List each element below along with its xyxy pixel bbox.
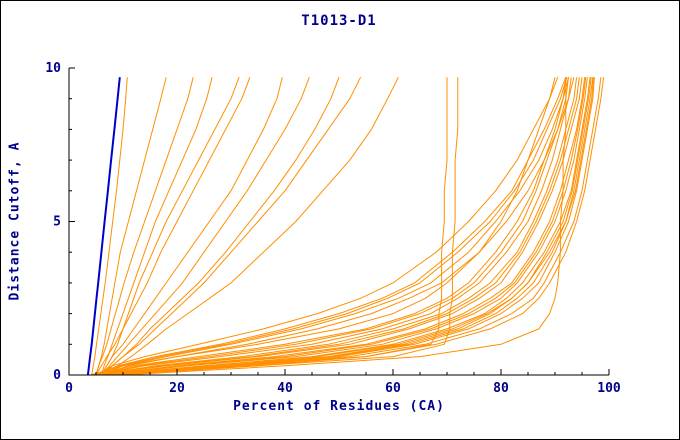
x-tick-label: 60 [385, 381, 401, 396]
series-model-18 [90, 77, 556, 376]
series-model-23 [101, 77, 580, 376]
y-tick-label: 10 [45, 61, 61, 76]
x-tick-label: 20 [169, 381, 185, 396]
series-model-15 [95, 77, 568, 376]
series-model-07 [95, 77, 251, 376]
series-model-37 [122, 77, 567, 376]
series-model-21 [95, 77, 572, 376]
series-model-17 [101, 77, 575, 376]
series-model-11 [101, 76, 362, 376]
series-model-16 [101, 77, 569, 376]
series-model-13 [95, 77, 559, 376]
series-model-blue [86, 77, 121, 376]
x-axis-label: Percent of Residues (CA) [233, 399, 445, 414]
series-model-12 [106, 76, 399, 376]
series-model-20 [95, 77, 569, 376]
series-model-33 [112, 77, 602, 376]
x-tick-label: 40 [277, 381, 293, 396]
series-model-22 [95, 77, 578, 376]
series-model-10 [106, 77, 340, 376]
x-tick-label: 100 [597, 381, 621, 396]
series-model-19 [90, 77, 567, 376]
series-model-28 [101, 77, 591, 376]
y-tick-label: 0 [53, 368, 61, 383]
series-model-32 [106, 77, 595, 376]
series-model-26 [101, 77, 587, 376]
y-tick-label: 5 [53, 215, 61, 230]
x-tick-label: 0 [65, 381, 73, 396]
series-model-30 [106, 77, 594, 376]
series-model-08 [100, 77, 283, 376]
series-model-25 [101, 77, 586, 376]
series-model-03 [95, 77, 167, 376]
chart-title: T1013-D1 [301, 13, 377, 29]
series-model-31 [112, 77, 594, 376]
series-model-05 [100, 77, 213, 376]
series-model-02 [91, 77, 128, 376]
series-model-24 [95, 77, 583, 376]
series-model-14 [95, 77, 567, 376]
series-model-35 [112, 77, 448, 376]
series-model-04 [95, 77, 194, 376]
x-tick-label: 80 [493, 381, 509, 396]
series-model-27 [101, 77, 588, 376]
series-model-06 [100, 77, 240, 376]
series-model-36 [117, 77, 459, 376]
series-model-09 [101, 77, 310, 376]
